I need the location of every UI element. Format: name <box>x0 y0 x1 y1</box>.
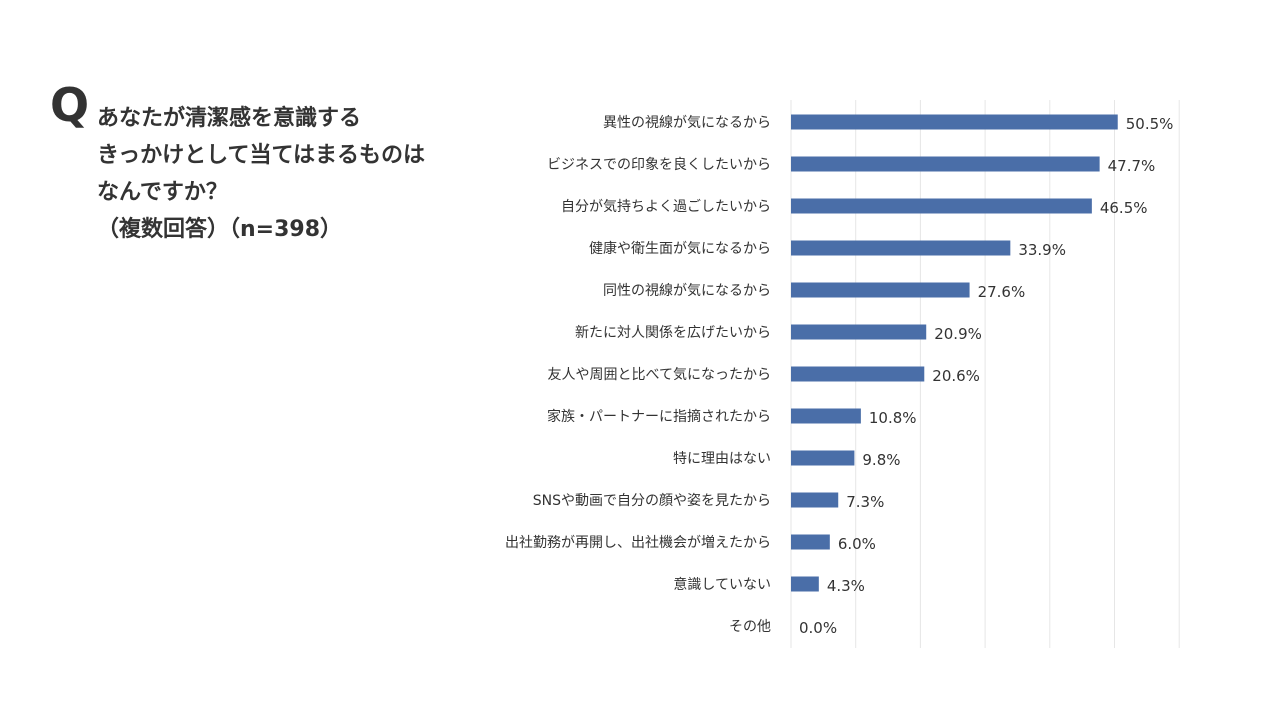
question-line: （複数回答）（n=398） <box>97 217 343 242</box>
question-line: あなたが清潔感を意識する <box>97 106 362 131</box>
category-label: 家族・パートナーに指摘されたから <box>547 408 771 425</box>
bar <box>791 240 1011 256</box>
value-label: 27.6% <box>978 283 1026 301</box>
value-label: 50.5% <box>1126 115 1174 133</box>
chart-bars <box>791 114 1118 592</box>
value-label: 20.6% <box>932 367 980 385</box>
category-label: 健康や衛生面が気になるから <box>589 240 771 257</box>
category-label: 友人や周囲と比べて気になったから <box>548 367 771 383</box>
question-mark-q: Q <box>50 78 90 132</box>
bar <box>791 492 839 508</box>
category-labels: 異性の視線が気になるからビジネスでの印象を良くしたいから自分が気持ちよく過ごした… <box>505 115 771 635</box>
value-label: 20.9% <box>934 325 982 343</box>
bar <box>791 324 927 340</box>
value-label: 9.8% <box>862 451 900 469</box>
bar <box>791 198 1092 214</box>
bar <box>791 366 925 382</box>
value-label: 4.3% <box>827 577 865 595</box>
value-label: 0.0% <box>799 619 837 637</box>
category-label: 自分が気持ちよく過ごしたいから <box>561 199 771 215</box>
question-line: なんですか？ <box>97 180 228 205</box>
category-label: SNSや動画で自分の顔や姿を見たから <box>533 493 771 509</box>
category-label: 出社勤務が再開し、出社機会が増えたから <box>505 535 771 551</box>
bar <box>791 282 970 298</box>
category-label: ビジネスでの印象を良くしたいから <box>547 157 771 173</box>
category-label: 特に理由はない <box>673 451 771 467</box>
category-label: 新たに対人関係を広げたいから <box>575 325 771 341</box>
value-label: 6.0% <box>838 535 876 553</box>
value-label: 33.9% <box>1018 241 1066 259</box>
value-labels: 50.5% 47.7% 46.5% 33.9% 27.6% 20.9% 20.6% 10.8%… <box>799 115 1173 637</box>
bar <box>791 114 1118 130</box>
value-label: 7.3% <box>846 493 884 511</box>
bar <box>791 156 1100 172</box>
bar <box>791 408 861 424</box>
question-text: あなたが清潔感を意識する きっかけとして当てはまるものは なんですか？ （複数回… <box>97 100 425 248</box>
question-line: きっかけとして当てはまるものは <box>97 143 426 168</box>
bar <box>791 534 830 550</box>
category-label: 意識していない <box>673 576 771 593</box>
value-label: 10.8% <box>869 409 917 427</box>
category-label: 同性の視線が気になるから <box>603 283 771 299</box>
category-label: その他 <box>729 619 771 635</box>
value-label: 46.5% <box>1100 199 1148 217</box>
value-label: 47.7% <box>1108 157 1156 175</box>
bar <box>791 450 855 466</box>
category-label: 異性の視線が気になるから <box>603 115 771 131</box>
bar <box>791 576 819 592</box>
